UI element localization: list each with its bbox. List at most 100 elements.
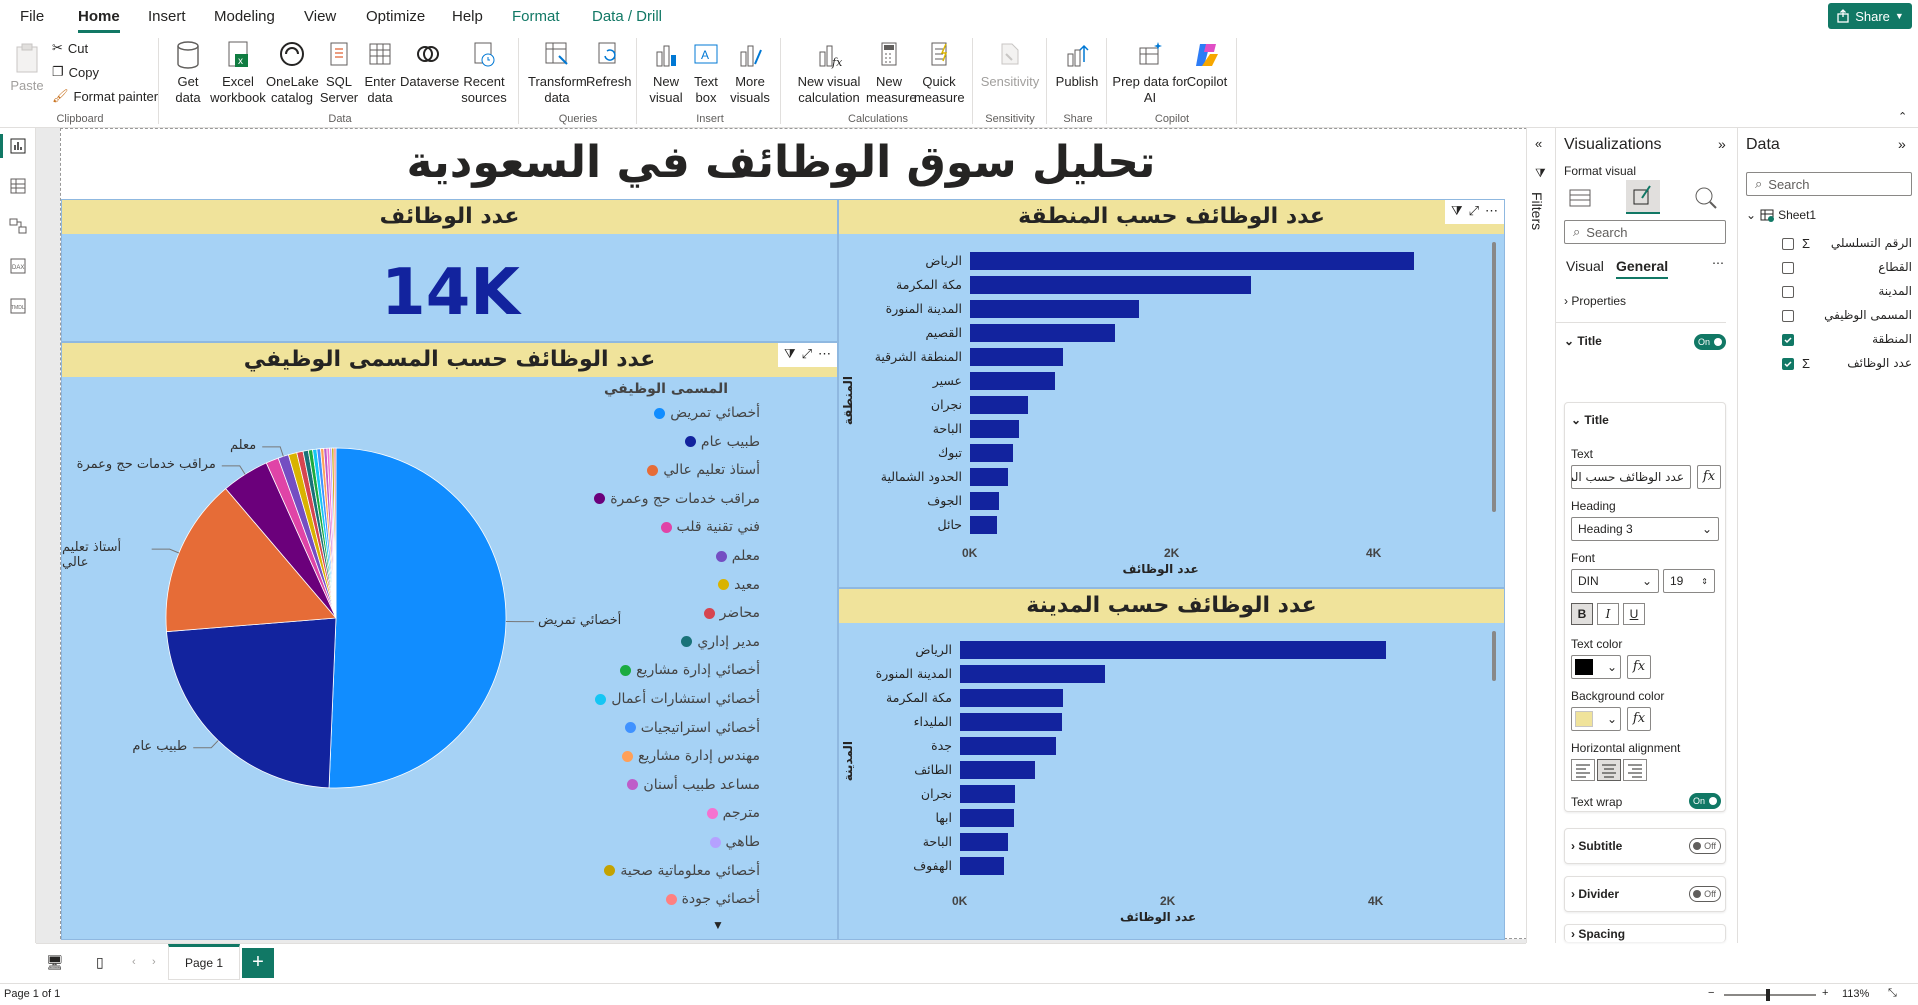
menu-insert[interactable]: Insert: [148, 8, 186, 25]
bar[interactable]: [970, 420, 1020, 438]
filter-icon[interactable]: ⧩: [783, 346, 796, 361]
legend-item[interactable]: أخصائي تمريض: [654, 405, 760, 421]
legend-item[interactable]: أخصائي استشارات أعمال: [595, 691, 760, 707]
scrollbar[interactable]: [1492, 631, 1496, 681]
region-bar-chart[interactable]: عدد الوظائف حسب المنطقة ⧩ ⤢ ⋯ المنطقة الر…: [838, 199, 1505, 588]
bar[interactable]: [970, 396, 1028, 414]
pie-slice[interactable]: [328, 447, 507, 789]
legend-item[interactable]: أخصائي جودة: [665, 891, 760, 907]
align-left-button[interactable]: [1571, 759, 1595, 781]
text-box-button[interactable]: A Text box: [688, 40, 724, 106]
refresh-button[interactable]: Refresh: [586, 40, 632, 90]
legend-item[interactable]: مدير إداري: [681, 634, 760, 650]
field-checkbox[interactable]: [1782, 238, 1794, 250]
pie-slice[interactable]: [333, 447, 337, 619]
dataverse-button[interactable]: Dataverse: [400, 40, 459, 90]
bar[interactable]: [970, 276, 1251, 294]
text-wrap-toggle[interactable]: On: [1689, 793, 1721, 809]
font-family-select[interactable]: DIN ⌄: [1571, 569, 1659, 593]
legend-item[interactable]: فني تقنية قلب: [660, 519, 760, 535]
zoom-out-icon[interactable]: −: [1708, 987, 1715, 999]
prep-data-for-ai-button[interactable]: Prep data for AI: [1112, 40, 1188, 106]
divider-section[interactable]: › Divider Off: [1564, 876, 1726, 912]
new-measure-button[interactable]: New measure: [866, 40, 917, 106]
enter-data-button[interactable]: Enter data: [360, 40, 400, 106]
bar[interactable]: [970, 444, 1014, 462]
field-name[interactable]: المنطقة: [1872, 332, 1912, 346]
zoom-in-icon[interactable]: +: [1822, 987, 1829, 999]
next-page-icon[interactable]: ›: [152, 956, 156, 968]
format-painter-button[interactable]: 🖌 Format painter: [52, 88, 158, 104]
tab-visual[interactable]: Visual: [1566, 258, 1604, 274]
collapse-pane-icon[interactable]: »: [1718, 136, 1726, 152]
recent-sources-button[interactable]: Recent sources: [456, 40, 512, 106]
format-visual-tab[interactable]: [1626, 180, 1660, 214]
legend-scroll-down-icon[interactable]: ▼: [712, 918, 724, 932]
legend-item[interactable]: محاضر: [703, 605, 760, 621]
fx-button[interactable]: fx: [1627, 707, 1651, 731]
filter-icon[interactable]: ⧩: [1450, 203, 1463, 218]
report-view-icon[interactable]: [8, 136, 28, 156]
menu-modeling[interactable]: Modeling: [214, 8, 275, 25]
spacing-section[interactable]: › Spacing: [1564, 924, 1726, 942]
build-visual-icon[interactable]: [1566, 184, 1594, 212]
onelake-catalog-button[interactable]: OneLake catalog: [266, 40, 319, 106]
pie-slice[interactable]: [165, 488, 337, 633]
bold-button[interactable]: B: [1571, 603, 1593, 625]
legend-item[interactable]: أخصائي معلوماتية صحية: [604, 863, 760, 879]
bar[interactable]: [960, 689, 1063, 707]
fx-button[interactable]: fx: [1697, 465, 1721, 489]
viz-search-input[interactable]: ⌕ Search: [1564, 220, 1726, 244]
sensitivity-button[interactable]: Sensitivity: [980, 40, 1040, 90]
field-checkbox[interactable]: [1782, 286, 1794, 298]
filters-pane-collapsed[interactable]: « ⧩ Filters: [1526, 128, 1556, 943]
field-checkbox[interactable]: [1782, 310, 1794, 322]
legend-item[interactable]: طاهي: [709, 834, 760, 850]
collapse-pane-icon[interactable]: »: [1898, 136, 1906, 152]
field-name[interactable]: المسمى الوظيفي: [1824, 308, 1912, 322]
fx-button[interactable]: fx: [1627, 655, 1651, 679]
menu-optimize[interactable]: Optimize: [366, 8, 426, 25]
legend-item[interactable]: أستاذ تعليم عالي: [647, 462, 760, 478]
legend-item[interactable]: مهندس إدارة مشاريع: [622, 748, 760, 764]
dax-query-icon[interactable]: DAX: [8, 256, 28, 276]
field-checkbox[interactable]: [1782, 358, 1794, 370]
pie-slice[interactable]: [166, 617, 337, 789]
title-section-header[interactable]: ⌄ Title: [1564, 334, 1602, 348]
desktop-layout-icon[interactable]: 🖥: [46, 954, 64, 970]
menu-help[interactable]: Help: [452, 8, 483, 25]
legend-item[interactable]: معيد: [718, 577, 760, 593]
scrollbar[interactable]: [1492, 242, 1496, 512]
card-visual[interactable]: عدد الوظائف 14K: [61, 199, 838, 342]
bar[interactable]: [970, 516, 998, 534]
heading-select[interactable]: Heading 3 ⌄: [1571, 517, 1719, 541]
underline-button[interactable]: U: [1623, 603, 1645, 625]
menu-view[interactable]: View: [304, 8, 337, 25]
more-options-icon[interactable]: ⋯: [1712, 256, 1724, 270]
legend-item[interactable]: مساعد طبيب أسنان: [627, 777, 760, 793]
new-visual-button[interactable]: New visual: [644, 40, 688, 106]
share-button[interactable]: Share ▼: [1828, 3, 1912, 29]
field-checkbox[interactable]: [1782, 262, 1794, 274]
analytics-icon[interactable]: [1692, 184, 1720, 212]
menu-file[interactable]: File: [20, 8, 45, 25]
bar[interactable]: [960, 833, 1008, 851]
city-bar-chart[interactable]: عدد الوظائف حسب المدينة المدينة الرياض الم…: [838, 588, 1505, 940]
legend-item[interactable]: مراقب خدمات حج وعمرة: [594, 491, 760, 507]
prev-page-icon[interactable]: ‹: [132, 956, 136, 968]
title-subsection-header[interactable]: ⌄ Title: [1571, 413, 1609, 427]
properties-section[interactable]: › Properties: [1564, 294, 1626, 308]
font-size-stepper[interactable]: 19 ⇕: [1663, 569, 1715, 593]
focus-mode-icon[interactable]: ⤢: [1468, 203, 1479, 218]
divider-toggle[interactable]: Off: [1689, 886, 1721, 902]
field-name[interactable]: الرقم التسلسلي: [1830, 236, 1912, 250]
bar[interactable]: [970, 492, 1000, 510]
mobile-layout-icon[interactable]: ▯: [96, 954, 104, 970]
title-toggle[interactable]: On: [1694, 334, 1726, 350]
bar[interactable]: [960, 641, 1387, 659]
sql-server-button[interactable]: SQL Server: [318, 40, 360, 106]
legend-item[interactable]: أخصائي إدارة مشاريع: [620, 662, 760, 678]
model-view-icon[interactable]: [8, 216, 28, 236]
field-name[interactable]: عدد الوظائف: [1847, 356, 1912, 370]
menu-home[interactable]: Home: [78, 8, 120, 33]
